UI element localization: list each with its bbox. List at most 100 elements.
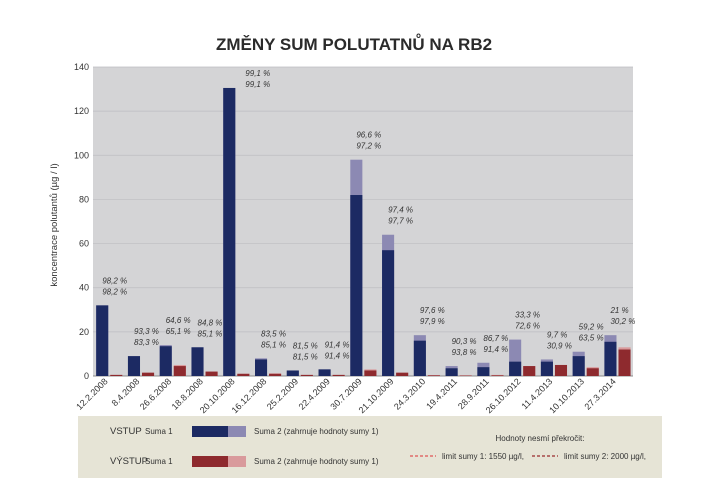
- x-tick-label: 26.6.2008: [138, 376, 173, 411]
- x-tick-label: 8.4.2008: [110, 376, 142, 408]
- annotation-pct-top: 97,6 %: [420, 306, 445, 315]
- annotation-pct-top: 33,3 %: [515, 311, 540, 320]
- bar-vystup-suma1: [586, 368, 599, 376]
- annotation-pct-top: 93,3 %: [134, 327, 159, 336]
- bar-vstup-suma1: [382, 250, 395, 376]
- x-tick-label: 19.4.2011: [424, 376, 459, 411]
- legend-vystup-suma1-swatch: [192, 456, 228, 467]
- bar-vstup-suma1: [223, 87, 236, 376]
- annotation-pct-bottom: 97,9 %: [420, 317, 445, 326]
- legend-vstup-label: VSTUP: [110, 426, 142, 437]
- annotation-pct-bottom: 91,4 %: [483, 345, 508, 354]
- y-tick-label: 0: [84, 371, 89, 381]
- bar-vystup-suma1: [427, 375, 440, 376]
- annotation-pct-bottom: 83,3 %: [134, 338, 159, 347]
- x-tick-label: 12.2.2008: [74, 376, 109, 411]
- bar-vstup-suma1: [445, 368, 458, 376]
- annotation-pct-top: 98,2 %: [102, 276, 127, 285]
- y-tick-label: 80: [79, 194, 89, 204]
- annotation-pct-top: 9,7 %: [547, 330, 567, 339]
- legend-vstup-suma2-swatch: [228, 426, 246, 437]
- bar-vystup-suma1: [269, 373, 282, 376]
- bar-vstup-suma1: [255, 359, 268, 376]
- bar-vstup-suma1: [159, 346, 172, 376]
- chart-title: ZMĚNY SUM POLUTATNŮ NA RB2: [216, 34, 492, 54]
- bar-vystup-suma1: [142, 372, 155, 376]
- bar-vystup-suma1: [491, 375, 504, 376]
- y-tick-label: 140: [74, 62, 89, 72]
- legend-vstup-suma1-swatch: [192, 426, 228, 437]
- legend-vystup-suma2-swatch: [228, 456, 246, 467]
- bar-vystup-suma1: [618, 349, 631, 376]
- annotation-pct-bottom: 91,4 %: [325, 351, 350, 360]
- annotation-pct-top: 96,6 %: [356, 131, 381, 140]
- y-tick-label: 120: [74, 106, 89, 116]
- annotation-pct-top: 84,8 %: [198, 318, 223, 327]
- annotation-pct-bottom: 99,1 %: [245, 80, 270, 89]
- y-axis-label: koncentrace polutantů (µg / l): [49, 163, 60, 286]
- annotation-pct-bottom: 98,2 %: [102, 287, 127, 296]
- annotation-pct-bottom: 93,8 %: [452, 348, 477, 357]
- bar-vystup-suma1: [396, 372, 409, 376]
- annotation-pct-bottom: 65,1 %: [166, 327, 191, 336]
- legend-background: [78, 416, 662, 478]
- bar-vystup-suma1: [364, 370, 377, 376]
- bar-vystup-suma1: [173, 366, 186, 376]
- annotation-pct-top: 86,7 %: [483, 334, 508, 343]
- annotation-pct-top: 97,4 %: [388, 206, 413, 215]
- bar-vstup-suma1: [509, 361, 522, 376]
- legend-vstup-suma1-label: Suma 1: [145, 427, 173, 436]
- bar-vstup-suma1: [540, 361, 553, 376]
- plot-area: 0 20 40 60 80 100 120 140 12.2.2008 98,2 % 98,2 % 8…: [74, 62, 635, 415]
- legend-vystup-label: VÝSTUP: [110, 456, 148, 467]
- bar-vstup-suma1: [96, 305, 109, 376]
- bar-vystup-suma1: [332, 374, 345, 376]
- annotation-pct-bottom: 30,2 %: [610, 317, 635, 326]
- bar-vystup-suma1: [523, 366, 536, 376]
- bar-vstup-suma1: [127, 356, 141, 376]
- annotation-pct-bottom: 72,6 %: [515, 322, 540, 331]
- legend: VSTUP Suma 1 Suma 2 (zahrnuje hodnoty su…: [78, 416, 662, 478]
- annotation-pct-top: 90,3 %: [452, 337, 477, 346]
- legend-vstup-suma2-label: Suma 2 (zahrnuje hodnoty sumy 1): [254, 427, 379, 436]
- bar-vstup-suma1: [572, 356, 585, 376]
- bar-vstup-suma1: [191, 347, 204, 376]
- x-tick-label: 24.3.2010: [392, 376, 427, 411]
- bar-vystup-suma1: [554, 364, 568, 376]
- bar-vstup-suma1: [413, 340, 426, 376]
- bar-vystup-suma1: [300, 374, 313, 376]
- annotation-pct-top: 91,4 %: [325, 340, 350, 349]
- annotation-pct-top: 99,1 %: [245, 69, 270, 78]
- annotation-pct-bottom: 85,1 %: [261, 340, 286, 349]
- annotation-pct-bottom: 81,5 %: [293, 352, 318, 361]
- annotation-pct-top: 21 %: [609, 306, 628, 315]
- legend-vystup-suma1-label: Suma 1: [145, 457, 173, 466]
- annotation-pct-bottom: 97,7 %: [388, 217, 413, 226]
- x-tick-label: 22.4.2009: [297, 376, 332, 411]
- annotation-pct-bottom: 97,2 %: [356, 142, 381, 151]
- bar-vstup-suma1: [318, 369, 331, 376]
- bar-vstup-suma1: [350, 195, 363, 376]
- y-tick-label: 60: [79, 239, 89, 249]
- x-tick-label: 25.2.2009: [265, 376, 300, 411]
- y-tick-label: 40: [79, 283, 89, 293]
- annotation-pct-top: 83,5 %: [261, 329, 286, 338]
- y-tick-label: 20: [79, 327, 89, 337]
- legend-limit2-label: limit sumy 2: 2000 µg/l,: [564, 452, 646, 461]
- bar-vystup-suma1: [110, 374, 123, 376]
- x-tick-label: 27.3.2014: [583, 376, 618, 411]
- annotation-pct-bottom: 85,1 %: [198, 329, 223, 338]
- annotation-pct-top: 64,6 %: [166, 316, 191, 325]
- plot-background: [93, 67, 633, 376]
- legend-limits-title: Hodnoty nesmí překročit:: [496, 434, 585, 443]
- annotation-pct-bottom: 30,9 %: [547, 341, 572, 350]
- legend-limit1-label: limit sumy 1: 1550 µg/l,: [442, 452, 524, 461]
- annotation-pct-top: 59,2 %: [579, 323, 604, 332]
- bar-vystup-suma1: [205, 371, 218, 376]
- bar-vstup-suma1: [286, 370, 299, 376]
- bar-vstup-suma1: [604, 341, 617, 376]
- y-tick-label: 100: [74, 150, 89, 160]
- annotation-pct-bottom: 63,5 %: [579, 334, 604, 343]
- bar-vystup-suma1: [237, 373, 250, 376]
